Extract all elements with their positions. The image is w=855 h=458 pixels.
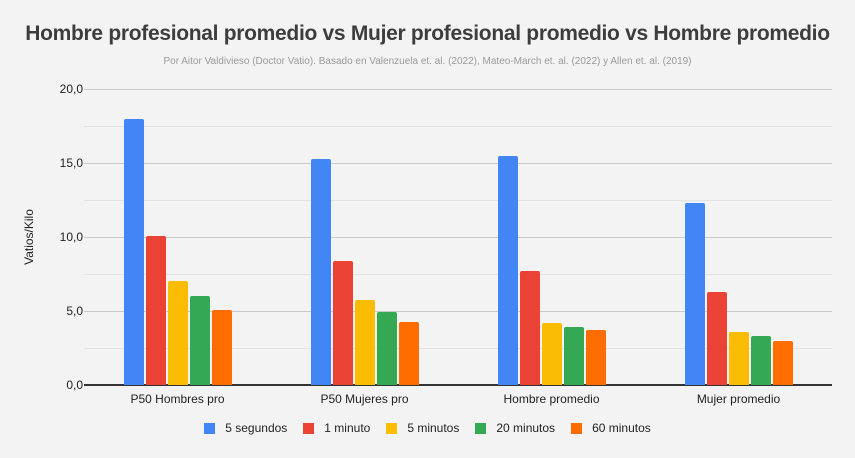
y-tick-label: 10,0: [59, 230, 83, 244]
legend-label: 60 minutos: [592, 421, 651, 435]
bar[interactable]: [332, 260, 353, 385]
y-tick-label: 20,0: [59, 82, 83, 96]
legend-item[interactable]: 1 minuto: [303, 421, 370, 435]
gridline: [84, 237, 832, 238]
gridline: [84, 163, 832, 164]
y-tick-label: 15,0: [59, 156, 83, 170]
legend-label: 5 minutos: [407, 421, 460, 435]
legend: 5 segundos 1 minuto 5 minutos 20 minutos 60 …: [0, 421, 855, 435]
chart-title: Hombre profesional promedio vs Mujer pro…: [25, 22, 830, 45]
bar[interactable]: [519, 271, 540, 385]
plot-area: [84, 89, 832, 386]
chart-subtitle: Por Aitor Valdivieso (Doctor Vatio). Bas…: [163, 56, 692, 67]
bar[interactable]: [376, 311, 397, 385]
y-tick-label: 5,0: [66, 304, 83, 318]
bar[interactable]: [497, 155, 518, 385]
bar[interactable]: [772, 340, 793, 385]
bar[interactable]: [398, 322, 419, 385]
x-tick-label: Mujer promedio: [696, 392, 781, 406]
legend-item[interactable]: 20 minutos: [475, 421, 555, 435]
x-tick-label: P50 Hombres pro: [130, 392, 225, 406]
legend-label: 20 minutos: [496, 421, 556, 435]
legend-label: 5 segundos: [225, 421, 288, 435]
bar[interactable]: [563, 327, 584, 385]
gridline: [84, 126, 832, 127]
legend-label: 1 minuto: [324, 421, 371, 435]
legend-swatch-icon: [571, 422, 583, 434]
legend-item[interactable]: 5 segundos: [204, 421, 287, 435]
y-tick-label: 0,0: [66, 378, 83, 392]
bar[interactable]: [728, 331, 749, 385]
legend-swatch-icon: [386, 422, 398, 434]
bar[interactable]: [167, 281, 188, 385]
bar[interactable]: [123, 118, 144, 385]
legend-swatch-icon: [204, 422, 216, 434]
bar[interactable]: [145, 235, 166, 385]
gridline: [84, 274, 832, 275]
gridline: [84, 348, 832, 349]
bar[interactable]: [541, 322, 562, 385]
bar[interactable]: [189, 296, 210, 385]
legend-swatch-icon: [303, 422, 315, 434]
bar[interactable]: [354, 299, 375, 385]
x-axis-baseline: [84, 384, 832, 386]
y-axis-label: Vatios/Kilo: [22, 209, 36, 265]
bar[interactable]: [211, 309, 232, 385]
gridline: [84, 89, 832, 90]
x-tick-label: Hombre promedio: [503, 392, 600, 406]
bar[interactable]: [310, 158, 331, 385]
x-tick-label: P50 Mujeres pro: [320, 392, 409, 406]
bar[interactable]: [684, 202, 705, 385]
bar[interactable]: [750, 336, 771, 385]
legend-swatch-icon: [475, 422, 487, 434]
bar[interactable]: [585, 330, 606, 385]
gridline: [84, 200, 832, 201]
legend-item[interactable]: 60 minutos: [571, 421, 651, 435]
legend-item[interactable]: 5 minutos: [386, 421, 459, 435]
bar[interactable]: [706, 291, 727, 385]
gridline: [84, 311, 832, 312]
